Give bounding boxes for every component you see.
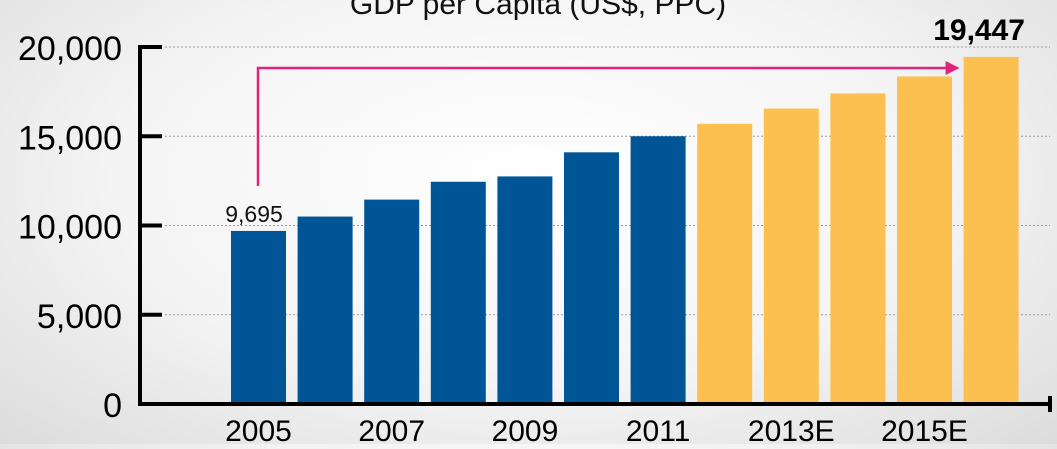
bar-2006 <box>297 216 353 404</box>
bar-2008 <box>430 181 486 404</box>
end-value-label: 19,447 <box>933 14 1025 47</box>
bar-2011 <box>630 136 686 404</box>
bar-2012E <box>697 123 753 404</box>
chart-title: GDP per Capita (US$, PPC) <box>350 0 726 21</box>
axes-group <box>138 45 1052 412</box>
y-tick-label: 15,000 <box>18 119 122 157</box>
x-tick-label: 2005 <box>225 415 292 444</box>
growth-arrow-head <box>945 61 960 75</box>
x-tick-label: 2013E <box>748 415 835 444</box>
bar-2009 <box>497 176 553 404</box>
bar-2005 <box>231 230 286 404</box>
y-tick-label: 5,000 <box>37 298 122 336</box>
growth-arrow-line <box>256 66 948 186</box>
x-tick-label: 2011 <box>626 415 691 444</box>
x-tick-label: 2007 <box>358 415 425 444</box>
bar-2010 <box>564 152 619 404</box>
bar-2007 <box>364 199 420 404</box>
y-tick-label: 20,000 <box>18 30 122 68</box>
annotations-group: 9,695 19,447 <box>225 14 1025 227</box>
y-tick-label: 0 <box>103 387 122 425</box>
bars-group <box>231 56 1019 405</box>
x-tick-label: 2009 <box>492 415 559 444</box>
bar-2014E <box>830 93 886 404</box>
x-tick-label: 2015E <box>881 415 968 444</box>
labels-group: 0 5,000 10,000 15,000 20,000 2005 2007 2009 2011… <box>18 30 968 448</box>
start-value-label: 9,695 <box>225 201 283 227</box>
bar-2016E <box>963 56 1019 404</box>
bar-2013E <box>763 108 819 405</box>
y-tick-label: 10,000 <box>18 209 122 247</box>
bar-2015E <box>897 76 952 404</box>
